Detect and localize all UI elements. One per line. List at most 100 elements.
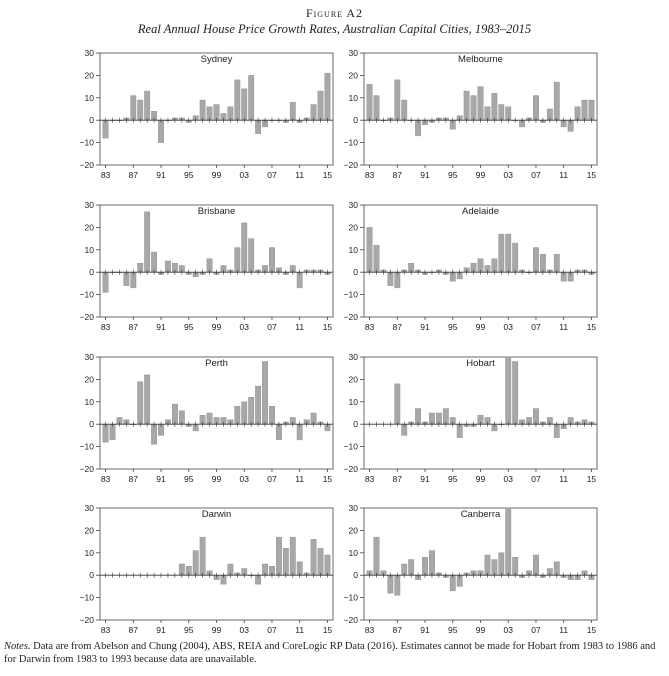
x-tick-label: 07 <box>531 474 541 484</box>
bar-2001 <box>491 93 498 121</box>
x-tick-label: 11 <box>295 322 304 332</box>
x-tick-label: 15 <box>587 170 597 180</box>
bar-1997 <box>199 536 206 576</box>
bar-2004 <box>512 557 519 576</box>
y-tick-label: −20 <box>80 464 95 474</box>
plot-frame <box>99 204 334 318</box>
bar-2007 <box>533 554 539 576</box>
x-tick-label: 07 <box>531 170 541 180</box>
bar-2015 <box>588 99 595 121</box>
notes-text: Data are from Abelson and Chung (2004), … <box>4 641 656 665</box>
y-tick-label: 10 <box>349 245 359 255</box>
bar-2002 <box>498 233 505 273</box>
x-tick-label: 95 <box>184 170 194 180</box>
x-tick-label: 95 <box>184 474 194 484</box>
x-tick-label: 87 <box>393 625 403 635</box>
bar-1987 <box>394 575 401 596</box>
x-tick-label: 87 <box>129 322 139 332</box>
y-tick-label: −10 <box>80 138 95 148</box>
x-tick-label: 03 <box>504 474 514 484</box>
figure-title: Real Annual House Price Growth Rates, Au… <box>137 22 532 36</box>
bar-1989 <box>144 211 151 273</box>
x-tick-label: 87 <box>129 474 139 484</box>
y-tick-label: 10 <box>349 93 359 103</box>
bar-2014 <box>317 90 324 121</box>
bar-2002 <box>234 247 241 273</box>
y-tick-label: 20 <box>85 222 95 232</box>
x-tick-label: 83 <box>101 170 111 180</box>
bar-1986 <box>387 575 394 594</box>
y-tick-label: 10 <box>85 397 95 407</box>
bar-2014 <box>317 548 324 576</box>
panel-title: Brisbane <box>198 206 236 217</box>
bar-1991 <box>422 557 428 576</box>
panel-perth: −20 −10 0 10 20 30 83 87 91 95 99 03 07 11 15 Perth <box>80 352 334 484</box>
bar-2009 <box>282 548 289 576</box>
bar-1983 <box>102 424 109 443</box>
x-tick-label: 11 <box>559 322 568 332</box>
bar-2005 <box>255 385 262 425</box>
y-tick-label: 30 <box>349 200 359 210</box>
y-tick-label: −10 <box>344 593 359 603</box>
x-tick-label: 83 <box>101 322 111 332</box>
y-tick-label: 20 <box>85 374 95 384</box>
x-tick-label: 95 <box>448 625 458 635</box>
x-tick-label: 11 <box>295 625 304 635</box>
y-tick-label: 30 <box>85 48 95 58</box>
panel-title: Adelaide <box>462 206 499 217</box>
x-tick-label: 87 <box>129 170 139 180</box>
x-tick-label: 91 <box>156 322 166 332</box>
y-tick-label: 20 <box>85 525 95 535</box>
x-tick-label: 95 <box>184 625 194 635</box>
y-tick-label: 0 <box>89 115 94 125</box>
bar-2004 <box>248 75 255 121</box>
x-tick-label: 87 <box>129 625 139 635</box>
x-tick-label: 11 <box>559 170 568 180</box>
x-tick-label: 87 <box>393 170 403 180</box>
bar-2003 <box>241 222 248 273</box>
panel-canberra: −20 −10 0 10 20 30 83 87 91 95 99 03 07 11 15 Canberra <box>344 503 598 635</box>
x-tick-label: 11 <box>559 625 568 635</box>
bar-1997 <box>463 90 470 121</box>
y-tick-label: −20 <box>344 615 359 625</box>
x-tick-label: 99 <box>212 322 222 332</box>
bar-2007 <box>533 247 539 273</box>
x-tick-label: 15 <box>587 625 597 635</box>
bar-2007 <box>269 247 275 273</box>
bar-1989 <box>144 90 151 121</box>
panel-sydney: −20 −10 0 10 20 30 83 87 91 95 99 03 07 11 15 Sydney <box>80 48 334 180</box>
bar-2000 <box>484 554 491 576</box>
bar-2007 <box>269 406 275 425</box>
x-tick-label: 11 <box>295 170 304 180</box>
bar-2010 <box>289 102 296 121</box>
x-tick-label: 99 <box>476 625 486 635</box>
bar-2003 <box>505 356 512 425</box>
bar-2008 <box>540 254 546 273</box>
y-tick-label: 10 <box>349 548 359 558</box>
bar-2010 <box>553 254 560 273</box>
bar-2010 <box>289 536 296 576</box>
bar-1987 <box>394 79 401 121</box>
x-tick-label: 07 <box>531 322 541 332</box>
bar-1996 <box>192 550 199 576</box>
x-tick-label: 03 <box>504 170 514 180</box>
bar-2003 <box>241 88 248 121</box>
bar-1998 <box>470 95 477 121</box>
y-tick-label: −20 <box>80 312 95 322</box>
x-tick-label: 03 <box>504 322 514 332</box>
x-tick-label: 95 <box>448 322 458 332</box>
y-tick-label: 10 <box>85 548 95 558</box>
panel-title: Hobart <box>466 358 495 369</box>
panel-hobart: −20 −10 0 10 20 30 83 87 91 95 99 03 07 11 15 Hobart <box>344 352 598 484</box>
bar-1983 <box>366 227 373 273</box>
plot-frame <box>99 356 334 470</box>
panel-melbourne: −20 −10 0 10 20 30 83 87 91 95 99 03 07 11 15 Melbourne <box>344 48 598 180</box>
bar-2013 <box>310 539 317 576</box>
y-tick-label: −10 <box>80 593 95 603</box>
x-tick-label: 95 <box>448 474 458 484</box>
x-tick-label: 99 <box>476 322 486 332</box>
bar-2006 <box>262 361 268 425</box>
x-tick-label: 83 <box>365 322 375 332</box>
bar-2002 <box>234 406 241 425</box>
x-tick-label: 11 <box>295 474 304 484</box>
